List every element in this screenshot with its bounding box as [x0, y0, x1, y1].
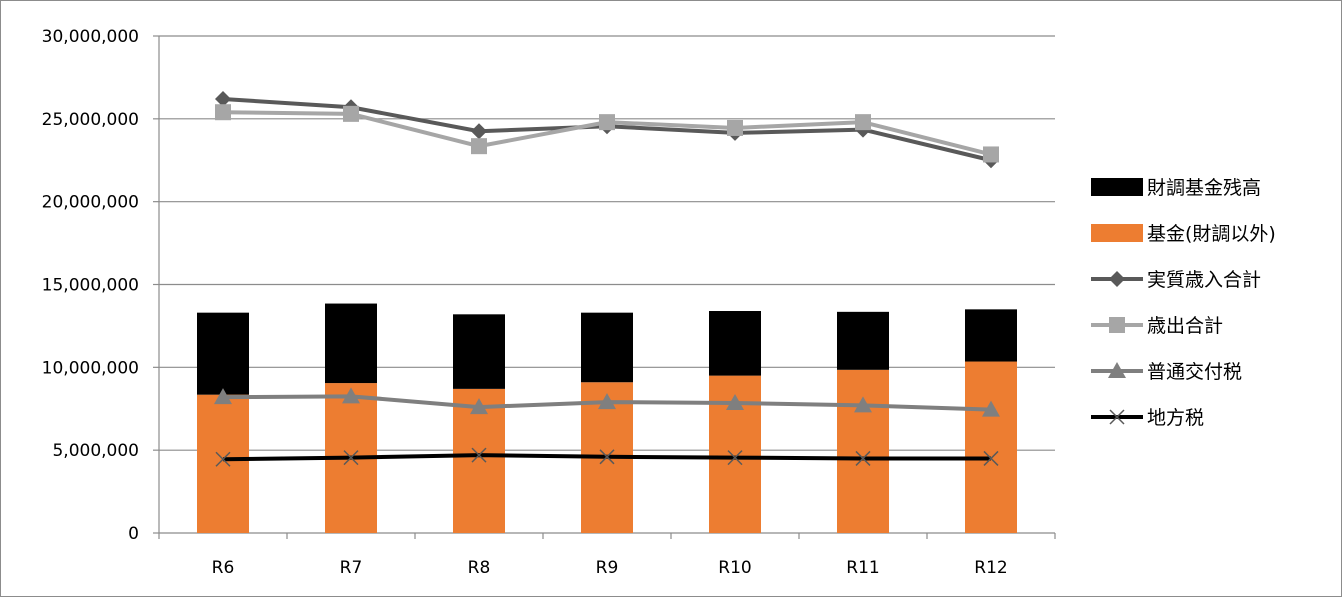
- legend-swatch: [1091, 224, 1143, 242]
- bar-segment: [965, 361, 1017, 533]
- data-point-x: [471, 447, 487, 463]
- data-point-square: [983, 146, 999, 163]
- bar-segment: [453, 314, 505, 389]
- y-tick-label: 20,000,000: [42, 193, 139, 213]
- data-point-square: [727, 119, 743, 136]
- data-point-triangle: [214, 388, 232, 405]
- data-point-triangle: [470, 398, 488, 415]
- data-point-x: [215, 451, 231, 467]
- x-tick-label: R8: [468, 558, 491, 578]
- bar-segment: [581, 312, 633, 383]
- data-point-x: [599, 449, 615, 465]
- data-point-x: [983, 450, 999, 466]
- axes: 0 5,000,000 10,000,000 15,000,000 20,000,000…: [42, 27, 1056, 578]
- x-tick-label: R9: [596, 558, 619, 578]
- data-point-triangle: [982, 400, 1000, 417]
- data-point-square: [599, 114, 615, 131]
- data-point-square: [215, 104, 231, 121]
- data-point-square: [855, 114, 871, 131]
- y-tick-label: 15,000,000: [42, 276, 139, 296]
- y-tick-label: 0: [128, 524, 139, 544]
- data-point-triangle: [598, 393, 616, 410]
- bar-segment: [709, 311, 761, 376]
- data-point-diamond: [215, 90, 231, 107]
- y-tick-label: 25,000,000: [42, 110, 139, 130]
- x-tick-label: R10: [718, 558, 751, 578]
- legend-label: 財調基金残高: [1147, 177, 1261, 199]
- data-point-triangle: [726, 393, 744, 410]
- data-point-square: [471, 138, 487, 155]
- bar-segment: [197, 394, 249, 533]
- legend-label: 歳出合計: [1147, 315, 1223, 337]
- y-tick-label: 30,000,000: [42, 27, 139, 47]
- x-tick-label: R7: [340, 558, 363, 578]
- bar-segment: [325, 303, 377, 384]
- data-point-x: [1109, 409, 1125, 425]
- y-tick-label: 10,000,000: [42, 358, 139, 378]
- y-tick-label: 5,000,000: [52, 441, 139, 461]
- legend-label: 実質歳入合計: [1147, 269, 1261, 291]
- bar-segment: [837, 369, 889, 533]
- data-point-triangle: [1108, 362, 1126, 378]
- data-point-x: [855, 450, 871, 466]
- x-tick-label: R6: [212, 558, 235, 578]
- stacked-bars: [197, 303, 1017, 533]
- x-tick-label: R11: [846, 558, 879, 578]
- legend-label: 普通交付税: [1147, 361, 1242, 383]
- data-point-triangle: [854, 396, 872, 413]
- data-point-triangle: [342, 387, 360, 404]
- data-point-square: [343, 105, 359, 122]
- bar-segment: [197, 312, 249, 395]
- line-series: [214, 90, 1000, 467]
- data-point-square: [1109, 317, 1125, 333]
- bar-segment: [965, 309, 1017, 362]
- data-point-diamond: [471, 123, 487, 140]
- x-tick-label: R12: [974, 558, 1007, 578]
- data-point-x: [727, 450, 743, 466]
- data-point-x: [343, 450, 359, 466]
- legend-label: 基金(財調以外): [1147, 223, 1276, 245]
- data-point-diamond: [1109, 271, 1125, 287]
- legend-label: 地方税: [1147, 407, 1204, 429]
- bar-segment: [837, 311, 889, 370]
- legend-swatch: [1091, 178, 1143, 196]
